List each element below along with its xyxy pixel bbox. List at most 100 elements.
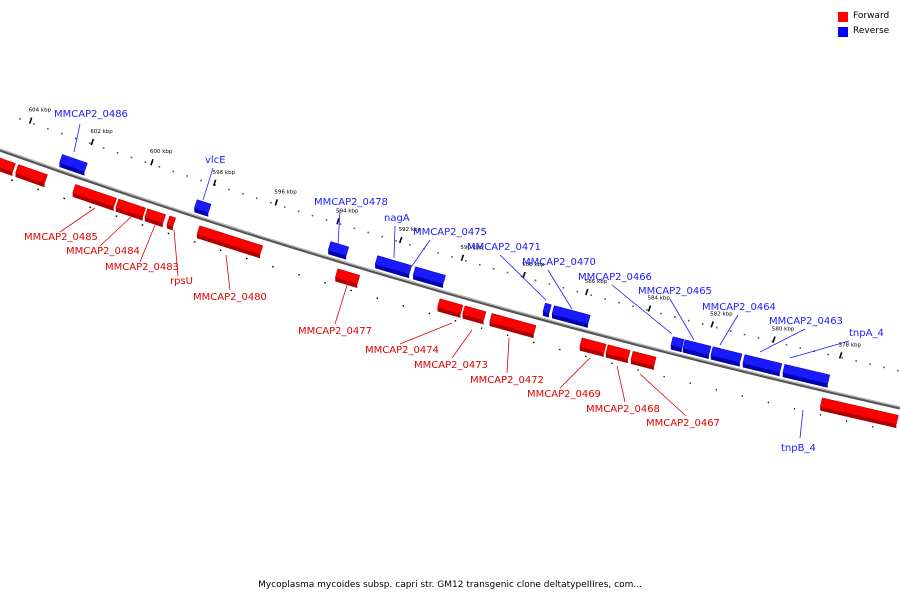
gene-arrow [167,216,176,227]
tick-dot [758,337,760,339]
gene-leader-line [226,255,230,290]
legend: Forward Reverse [838,9,889,39]
tick-dot [549,283,551,285]
tick-dot [75,138,77,140]
tick-dot [186,175,188,177]
gene-label: MMCAP2_0477 [298,326,372,337]
tick-mark [461,255,463,261]
tick-dot [367,232,369,234]
tick-dot [298,211,300,213]
tick-dot [716,327,718,329]
tick-label: 604 kbp [29,108,52,114]
tick-dot [61,133,63,135]
tick-dot [200,180,202,182]
tick-dot [131,157,133,159]
tick-label: 600 kbp [150,149,173,155]
gene-label: MMCAP2_0463 [769,316,843,327]
gene-label: MMCAP2_0473 [414,360,488,371]
tick-dot [897,370,899,372]
tick-dot [507,272,509,274]
gene-label: MMCAP2_0471 [467,242,541,253]
gene-leader-line [60,208,95,232]
gene-arrow [543,303,551,313]
tick-label: 598 kbp [213,170,236,176]
gene-label: MMCAP2_0470 [522,257,596,268]
tick-dot [89,142,91,144]
gene-label: tnpB_4 [781,443,816,454]
tick-label: 596 kbp [274,189,297,195]
tick-mark [151,159,153,165]
tick-dot [381,236,383,238]
gene-label: rpsU [170,276,193,287]
legend-label-forward: Forward [853,9,889,24]
tick-dot [869,363,871,365]
gene-label: vlcE [205,155,226,166]
tick-mark [711,321,713,327]
gene-label: MMCAP2_0478 [314,197,388,208]
tick-dot [827,354,829,356]
tick-dot [535,279,537,281]
legend-swatch-forward [838,12,848,22]
tick-mark [30,118,32,124]
tick-dot [312,215,314,217]
tick-dot [632,305,634,307]
legend-item-reverse: Reverse [838,24,889,39]
tick-dot [744,334,746,336]
gene-leader-line [720,315,738,345]
gene-leader-line [617,366,625,402]
tick-dot [354,228,356,230]
gene-leader-line [394,226,395,258]
tick-dot [786,344,788,346]
gene-label: MMCAP2_0466 [578,272,652,283]
tick-dot [47,128,49,130]
tick-mark [337,218,339,224]
tick-label: 602 kbp [90,129,113,135]
tick-mark [840,352,842,358]
gene-label: tnpA_4 [849,328,884,339]
gene-label: MMCAP2_0475 [413,227,487,238]
gene-label: MMCAP2_0467 [646,418,720,429]
tick-dot [409,244,411,246]
tick-label: 580 kbp [772,327,795,333]
gene-leader-line [452,330,472,358]
tick-dot [228,189,230,191]
tick-mark [275,199,277,205]
tick-dot [479,264,481,266]
legend-item-forward: Forward [838,9,889,24]
tick-dot [688,320,690,322]
tick-dot [395,240,397,242]
tick-dot [340,223,342,225]
gene-leader-line [74,124,80,152]
tick-dot [855,360,857,362]
tick-dot [326,219,328,221]
gene-label: MMCAP2_0465 [638,286,712,297]
gene-label: MMCAP2_0472 [470,375,544,386]
tick-dot [883,367,885,369]
tick-dot [646,309,648,311]
gene-label: MMCAP2_0486 [54,109,128,120]
gene-label: MMCAP2_0480 [193,292,267,303]
tick-dot [284,206,286,208]
gene-leader-line [670,299,694,340]
gene-leader-line [100,216,132,246]
tick-dot [451,256,453,258]
gene-label: MMCAP2_0484 [66,246,140,257]
tick-dot [145,161,147,163]
gene-label: MMCAP2_0464 [702,302,776,313]
tick-dot [702,323,704,325]
tick-dot [563,287,565,289]
gene-leader-line [338,210,340,245]
gene-label: MMCAP2_0483 [105,262,179,273]
gene-leader-line [800,410,803,438]
tick-dot [604,298,606,300]
gene-leader-line [548,270,572,309]
tick-dot [660,313,662,315]
legend-label-reverse: Reverse [853,24,889,39]
tick-dot [577,291,579,293]
tick-dot [19,118,21,120]
tick-dot [256,198,258,200]
tick-dot [618,302,620,304]
gene-leader-line [335,282,348,324]
tick-dot [674,316,676,318]
